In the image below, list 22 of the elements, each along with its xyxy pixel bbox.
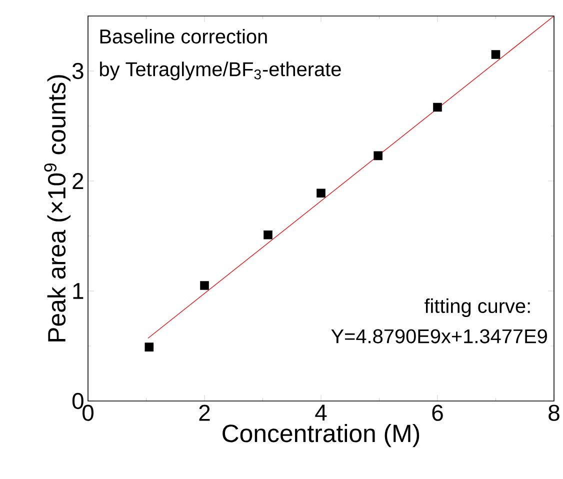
point xyxy=(374,151,382,160)
point xyxy=(200,281,209,290)
point xyxy=(264,230,272,240)
annotation: fitting curve: xyxy=(424,298,530,318)
x-axis-title: Concentration (M) xyxy=(222,424,420,448)
point xyxy=(491,50,500,59)
annotation: Baseline correction xyxy=(100,28,267,44)
annotation: Y=4.8790E9x+1.3477E9 xyxy=(331,329,547,344)
x-tick-label: 8 xyxy=(548,404,560,421)
x-tick-label: 0 xyxy=(82,404,94,421)
y-tick-label: 2 xyxy=(72,172,84,189)
x-tick-label: 6 xyxy=(432,404,443,421)
y-tick-label: 1 xyxy=(73,283,84,299)
y-tick-label: 0 xyxy=(72,392,84,410)
x-tick-label: 2 xyxy=(199,404,210,421)
point xyxy=(144,342,154,352)
point xyxy=(433,102,442,112)
y-axis-title: Peak area (×10$^{9}$ counts) xyxy=(44,75,71,342)
annotation: by Tetraglyme/BF$_{3}$-etherate xyxy=(100,62,341,80)
point xyxy=(316,188,326,198)
y-tick-label: 3 xyxy=(72,62,84,80)
x-tick-label: 4 xyxy=(315,404,327,420)
